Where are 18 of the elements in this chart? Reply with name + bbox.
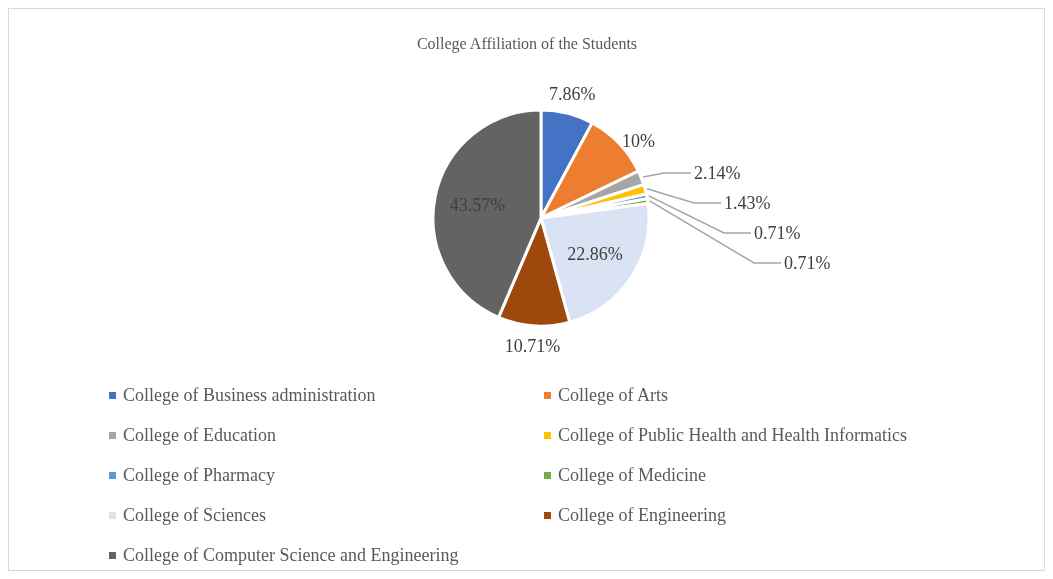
legend-label: College of Pharmacy — [123, 465, 275, 486]
legend-label: College of Engineering — [558, 505, 726, 526]
data-label: 7.86% — [549, 83, 596, 104]
legend-label: College of Sciences — [123, 505, 266, 526]
legend-label: College of Public Health and Health Informatics — [558, 425, 907, 446]
data-label: 10.71% — [504, 335, 561, 356]
data-label: 10% — [621, 130, 655, 151]
data-label: 1.43% — [724, 193, 771, 213]
data-label: 2.14% — [694, 163, 741, 183]
legend-label: College of Arts — [558, 385, 668, 406]
chart-title: College Affiliation of the Students — [416, 35, 638, 53]
data-label: 22.86% — [567, 243, 623, 264]
legend-label: College of Business administration — [123, 385, 376, 406]
legend-label: College of Medicine — [558, 465, 706, 486]
legend-label: College of Computer Science and Engineering — [123, 545, 459, 566]
data-label: 0.71% — [784, 253, 831, 273]
data-label: 0.71% — [754, 223, 801, 243]
legend-label: College of Education — [123, 425, 276, 446]
